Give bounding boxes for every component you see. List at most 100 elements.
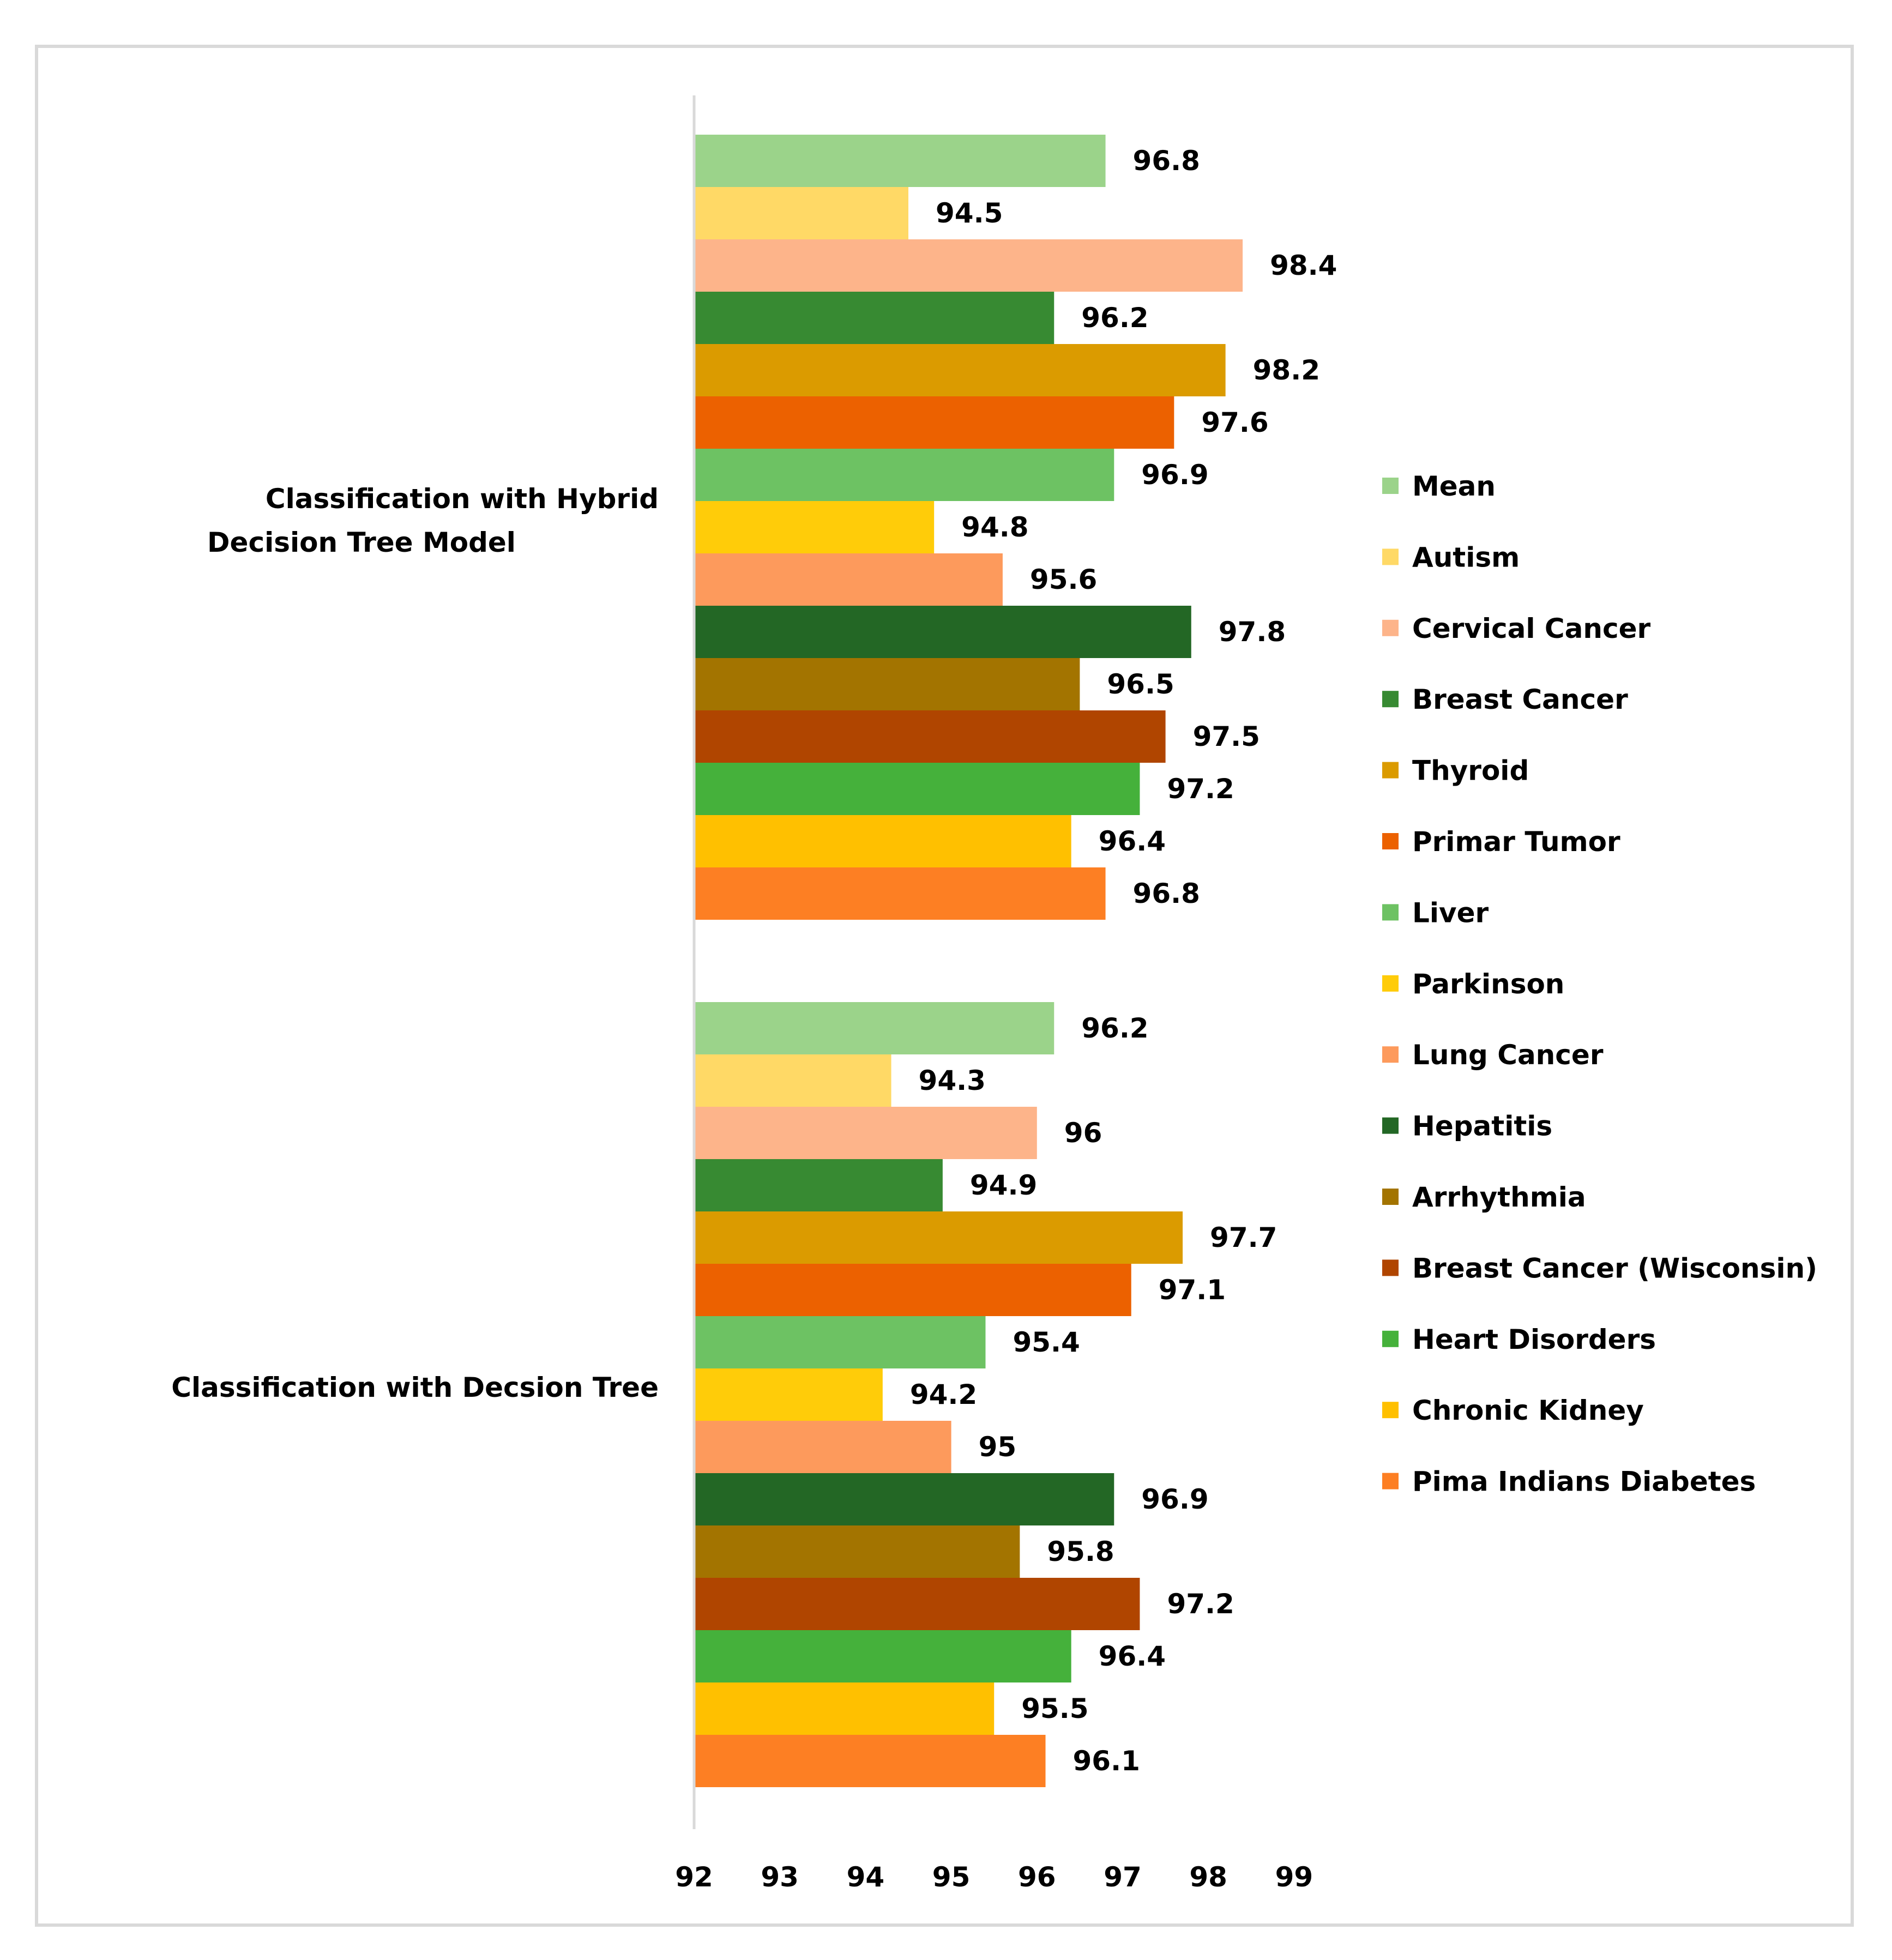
legend: Mean Autism Cervical Cancer Breast Cancer Th… xyxy=(1382,471,1817,1498)
bar-thyroid-1 xyxy=(694,1211,1183,1264)
legend-swatch xyxy=(1382,1117,1399,1134)
bar-primar-tumor-1 xyxy=(694,1264,1131,1316)
legend-label: Primar Tumor xyxy=(1412,826,1620,858)
data-label: 95.6 xyxy=(1030,564,1097,595)
data-label: 96.5 xyxy=(1107,668,1174,700)
legend-swatch xyxy=(1382,548,1399,565)
bar-parkinson-1 xyxy=(694,1368,883,1421)
bar-lung-cancer-1 xyxy=(694,1421,951,1473)
data-label: 98.2 xyxy=(1253,354,1320,386)
data-label: 96 xyxy=(1064,1117,1102,1149)
category-label: Classification with Decsion Tree xyxy=(171,1372,659,1403)
bar-parkinson-0 xyxy=(694,501,935,553)
legend-label: Parkinson xyxy=(1412,968,1564,1000)
bar-chronic-kidney-1 xyxy=(694,1682,995,1735)
legend-label: Mean xyxy=(1412,471,1496,502)
bar-arrhythmia-1 xyxy=(694,1525,1020,1578)
data-label: 94.2 xyxy=(910,1379,977,1410)
bar-pima-indians-diabetes-1 xyxy=(694,1735,1046,1787)
legend-swatch xyxy=(1382,1259,1399,1276)
bar-chronic-kidney-0 xyxy=(694,815,1071,867)
legend-label: Breast Cancer (Wisconsin) xyxy=(1412,1252,1817,1284)
legend-swatch xyxy=(1382,1046,1399,1063)
data-label: 95 xyxy=(979,1431,1017,1463)
data-label: 97.8 xyxy=(1219,616,1286,648)
bar-breast-cancer-0 xyxy=(694,292,1055,344)
legend-label: Breast Cancer xyxy=(1412,684,1628,715)
data-label: 94.8 xyxy=(961,511,1028,543)
data-label: 95.5 xyxy=(1021,1693,1088,1724)
category-labels-group: Classification with Hybrid Decision Tree … xyxy=(171,483,659,1403)
data-label: 94.9 xyxy=(970,1169,1037,1201)
data-label: 97.2 xyxy=(1167,773,1234,805)
bar-pima-indians-diabetes-0 xyxy=(694,867,1106,920)
data-label: 98.4 xyxy=(1270,250,1337,281)
legend-swatch xyxy=(1382,904,1399,921)
bar-autism-0 xyxy=(694,187,908,239)
data-label: 96.9 xyxy=(1141,459,1208,491)
data-labels-group: 96.8 94.5 98.4 96.2 98.2 97.6 96.9 94.895.6 97.8… xyxy=(910,145,1337,1777)
data-label: 97.6 xyxy=(1201,407,1268,438)
data-label: 96.8 xyxy=(1133,145,1200,177)
legend-label: Thyroid xyxy=(1412,755,1529,787)
data-label: 94.3 xyxy=(919,1065,986,1096)
bar-heart-disorders-0 xyxy=(694,763,1140,815)
x-tick-label: 95 xyxy=(932,1861,971,1893)
data-label: 97.2 xyxy=(1167,1588,1234,1620)
bar-breast-cancer-wisconsin-0 xyxy=(694,710,1166,763)
bar-mean-1 xyxy=(694,1002,1055,1054)
bar-arrhythmia-0 xyxy=(694,658,1080,710)
data-label: 96.2 xyxy=(1081,302,1148,334)
data-label: 97.5 xyxy=(1193,721,1260,752)
data-label: 97.7 xyxy=(1210,1222,1277,1253)
data-label: 96.8 xyxy=(1133,878,1200,909)
x-tick-label: 97 xyxy=(1104,1861,1142,1893)
legend-label: Heart Disorders xyxy=(1412,1324,1656,1355)
bars-group xyxy=(694,135,1243,1787)
data-label: 96.4 xyxy=(1099,825,1166,857)
bar-cervical-cancer-1 xyxy=(694,1107,1037,1159)
data-label: 96.9 xyxy=(1141,1483,1208,1515)
data-label: 95.8 xyxy=(1047,1536,1114,1567)
x-tick-label: 96 xyxy=(1018,1861,1056,1893)
legend-swatch xyxy=(1382,1330,1399,1347)
bar-cervical-cancer-0 xyxy=(694,239,1243,292)
x-tick-label: 94 xyxy=(847,1861,885,1893)
legend-swatch xyxy=(1382,619,1399,636)
bar-hepatitis-0 xyxy=(694,606,1191,658)
x-tick-label: 98 xyxy=(1189,1861,1227,1893)
legend-swatch xyxy=(1382,833,1399,849)
x-tick-label: 93 xyxy=(761,1861,799,1893)
legend-label: Hepatitis xyxy=(1412,1111,1552,1142)
data-label: 96.1 xyxy=(1073,1745,1140,1777)
bar-breast-cancer-wisconsin-1 xyxy=(694,1578,1140,1630)
bar-heart-disorders-1 xyxy=(694,1630,1071,1682)
legend-label: Pima Indians Diabetes xyxy=(1412,1466,1756,1498)
category-label: Classification with Hybrid xyxy=(266,483,659,515)
bar-autism-1 xyxy=(694,1054,891,1107)
bar-liver-0 xyxy=(694,449,1114,501)
legend-label: Liver xyxy=(1412,897,1489,928)
x-tick-labels-group: 92 93 94 95 96 97 98 99 xyxy=(675,1861,1313,1893)
data-label: 97.1 xyxy=(1159,1274,1226,1306)
data-label: 94.5 xyxy=(936,197,1003,229)
x-tick-label: 99 xyxy=(1275,1861,1313,1893)
category-label: Decision Tree Model xyxy=(207,527,516,558)
legend-label: Chronic Kidney xyxy=(1412,1395,1644,1426)
legend-swatch xyxy=(1382,1402,1399,1419)
bar-primar-tumor-0 xyxy=(694,396,1174,449)
bar-hepatitis-1 xyxy=(694,1473,1114,1525)
x-tick-label: 92 xyxy=(675,1861,713,1893)
legend-swatch xyxy=(1382,478,1399,494)
legend-swatch xyxy=(1382,1473,1399,1489)
legend-label: Autism xyxy=(1412,541,1520,573)
legend-label: Arrhythmia xyxy=(1412,1181,1586,1213)
data-label: 96.4 xyxy=(1099,1641,1166,1672)
legend-swatch xyxy=(1382,975,1399,992)
legend-swatch xyxy=(1382,762,1399,779)
bar-liver-1 xyxy=(694,1316,986,1368)
legend-label: Cervical Cancer xyxy=(1412,613,1651,644)
bar-mean-0 xyxy=(694,135,1106,187)
legend-label: Lung Cancer xyxy=(1412,1039,1604,1071)
